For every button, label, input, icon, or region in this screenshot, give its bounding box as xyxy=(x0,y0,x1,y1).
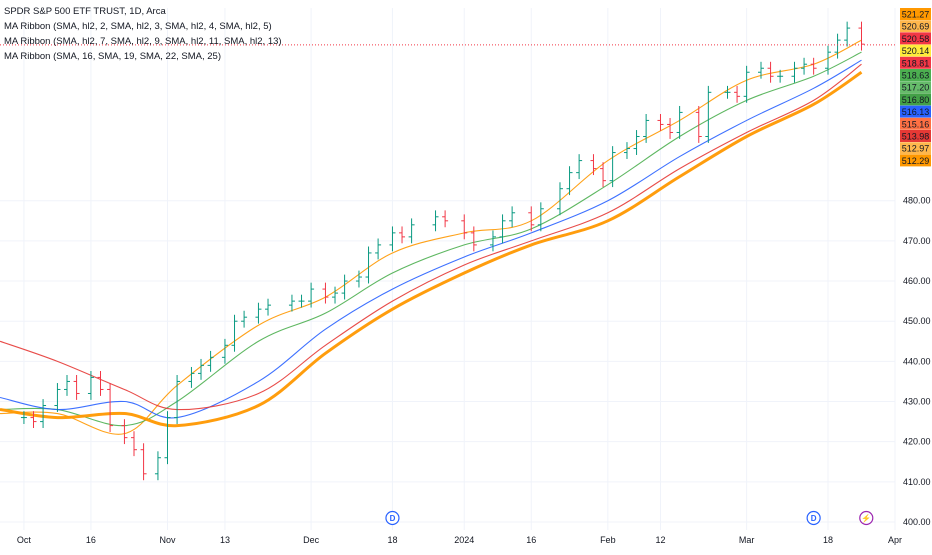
y-tick-label: 480.00 xyxy=(903,196,931,206)
price-badge-label: 520.58 xyxy=(902,34,930,44)
price-badge xyxy=(900,117,931,130)
y-tick-label: 430.00 xyxy=(903,397,931,407)
x-tick-label: Mar xyxy=(739,535,755,545)
x-tick-label: Apr xyxy=(888,535,902,545)
x-tick-label: 18 xyxy=(387,535,397,545)
legend: SPDR S&P 500 ETF TRUST, 1D, Arca MA Ribb… xyxy=(4,4,282,64)
price-badge xyxy=(900,105,931,118)
price-badge-label: 512.29 xyxy=(902,156,930,166)
ma-ribbon-line xyxy=(0,59,862,419)
price-bars xyxy=(20,21,865,481)
x-tick-label: 12 xyxy=(655,535,665,545)
price-badge xyxy=(900,69,931,81)
price-badge-label: 520.69 xyxy=(902,22,930,32)
marker-circle xyxy=(806,510,821,526)
price-badge-label: 512.97 xyxy=(902,144,930,154)
y-tick-label: 410.00 xyxy=(903,477,931,487)
price-badge-label: 516.80 xyxy=(902,95,930,105)
y-tick-label: 450.00 xyxy=(903,316,931,326)
price-badge xyxy=(900,130,931,142)
axes: 400.00 410.00 420.00 430.00 440.00 450.00 460.… xyxy=(17,8,931,545)
marker-circle xyxy=(385,510,400,526)
event-markers[interactable]: D D ⚡ xyxy=(385,510,874,526)
chart-title: SPDR S&P 500 ETF TRUST, 1D, Arca xyxy=(4,6,166,17)
event-marker[interactable]: ⚡ xyxy=(859,510,874,526)
marker-circle xyxy=(859,510,874,526)
marker-label: D xyxy=(811,514,817,523)
ma-ribbon-line xyxy=(0,51,862,427)
price-badge xyxy=(900,8,931,20)
x-tick-label: 16 xyxy=(86,535,96,545)
grid xyxy=(0,8,896,530)
price-badge-label: 516.13 xyxy=(902,107,930,117)
y-tick-label: 460.00 xyxy=(903,276,931,286)
price-badge xyxy=(900,154,931,167)
dividend-marker[interactable]: D xyxy=(806,510,821,526)
ma-ribbon-line xyxy=(0,71,863,428)
legend-ma-ribbon-3[interactable]: MA Ribbon (SMA, 16, SMA, 19, SMA, 22, SM… xyxy=(4,51,222,62)
price-badge xyxy=(900,44,931,57)
price-badge xyxy=(900,81,931,94)
price-badge-label: 515.16 xyxy=(902,119,930,129)
price-badge xyxy=(900,32,931,45)
price-badge-label: 518.63 xyxy=(902,71,930,81)
x-tick-label: Dec xyxy=(303,535,320,545)
ma-ribbon-line xyxy=(0,63,862,411)
price-badge xyxy=(900,56,931,69)
x-tick-label: 13 xyxy=(220,535,230,545)
marker-label: D xyxy=(390,514,396,523)
x-tick-label: 2024 xyxy=(454,535,474,545)
price-badge-label: 513.98 xyxy=(902,132,930,142)
y-tick-label: 470.00 xyxy=(903,236,931,246)
ma-ribbon-line xyxy=(0,39,862,435)
x-tick-label: 18 xyxy=(823,535,833,545)
price-badge-label: 518.81 xyxy=(902,58,930,68)
y-tick-label: 400.00 xyxy=(903,517,931,527)
y-tick-label: 420.00 xyxy=(903,437,931,447)
price-badge-label: 517.20 xyxy=(902,83,930,93)
price-badge-label: 521.27 xyxy=(902,10,930,20)
x-tick-label: 16 xyxy=(526,535,536,545)
price-badge xyxy=(900,93,931,106)
y-tick-label: 440.00 xyxy=(903,356,931,366)
ma-ribbon-lines xyxy=(0,39,863,435)
price-badge-label: 520.14 xyxy=(902,46,930,56)
x-tick-label: Feb xyxy=(600,535,616,545)
marker-label: ⚡ xyxy=(861,513,871,523)
legend-ma-ribbon-1[interactable]: MA Ribbon (SMA, hl2, 2, SMA, hl2, 3, SMA… xyxy=(4,21,272,32)
price-badge xyxy=(900,142,931,155)
price-badge xyxy=(900,20,931,33)
x-tick-label: Nov xyxy=(160,535,177,545)
legend-ma-ribbon-2[interactable]: MA Ribbon (SMA, hl2, 7, SMA, hl2, 9, SMA… xyxy=(4,36,282,47)
dividend-marker[interactable]: D xyxy=(385,510,400,526)
x-tick-label: Oct xyxy=(17,535,32,545)
